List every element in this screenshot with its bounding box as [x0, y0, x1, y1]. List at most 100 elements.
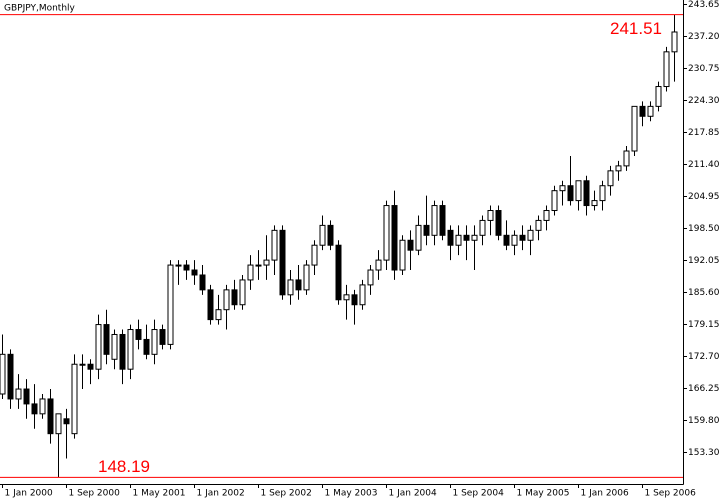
- candle-body: [7, 353, 14, 400]
- candle-body: [583, 180, 590, 207]
- candle-body: [575, 180, 582, 202]
- candle-body: [439, 205, 446, 236]
- candle-body: [599, 185, 606, 202]
- y-tick-label: 172.70: [688, 352, 720, 362]
- y-tick-label: 204.95: [688, 192, 720, 202]
- candle-body: [23, 388, 30, 405]
- candle-body: [255, 264, 262, 267]
- candle-body: [143, 338, 150, 355]
- candle-body: [519, 234, 526, 241]
- y-tick-label: 211.40: [688, 160, 720, 170]
- candle-body: [247, 264, 254, 281]
- candle-body: [303, 264, 310, 291]
- candle-body: [343, 294, 350, 301]
- y-tick-label: 230.75: [688, 64, 720, 74]
- chart-title: GBPJPY,Monthly: [4, 4, 76, 14]
- candle-body: [479, 219, 486, 236]
- candle-body: [287, 279, 294, 296]
- y-tick-label: 224.30: [688, 96, 720, 106]
- candle-body: [423, 224, 430, 236]
- y-tick-label: 153.30: [688, 448, 720, 458]
- candle-body: [55, 413, 62, 435]
- candle-body: [399, 239, 406, 271]
- low-label: 148.19: [98, 457, 150, 476]
- candle-body: [87, 363, 94, 370]
- candle-body: [127, 329, 134, 370]
- candle-body: [375, 259, 382, 271]
- candle-body: [223, 289, 230, 311]
- candle-body: [335, 244, 342, 301]
- x-tick-label: 1 Sep 2004: [453, 489, 505, 499]
- candle-body: [47, 398, 54, 435]
- y-tick-label: 192.05: [688, 256, 720, 266]
- candle-body: [95, 324, 102, 370]
- candle-body: [455, 234, 462, 246]
- candle-body: [591, 200, 598, 207]
- candle-body: [623, 150, 630, 167]
- candle-body: [655, 86, 662, 107]
- candle-body: [607, 170, 614, 187]
- candle-body: [359, 284, 366, 306]
- candle-body: [239, 279, 246, 306]
- candle-body: [63, 418, 70, 425]
- x-tick-label: 1 May 2003: [325, 489, 378, 499]
- candle-body: [567, 185, 574, 202]
- y-tick-label: 159.80: [688, 416, 720, 426]
- y-tick-label: 217.85: [688, 128, 720, 138]
- candle-body: [471, 234, 478, 241]
- candle-body: [527, 229, 534, 241]
- candle-body: [511, 234, 518, 246]
- candle-body: [631, 105, 638, 152]
- candle-body: [487, 210, 494, 221]
- high-label: 241.51: [610, 19, 662, 38]
- candle-body: [183, 264, 190, 271]
- y-tick-label: 185.60: [688, 288, 720, 298]
- candle-body: [551, 190, 558, 212]
- x-tick-label: 1 Sep 2002: [261, 489, 312, 499]
- candle-body: [311, 244, 318, 266]
- candle-body: [79, 363, 86, 366]
- candle-body: [503, 234, 510, 246]
- x-tick-label: 1 Jan 2006: [581, 489, 629, 499]
- candle-body: [431, 205, 438, 236]
- candle-body: [207, 289, 214, 321]
- candle-body: [367, 269, 374, 286]
- x-tick-label: 1 Jan 2002: [197, 489, 245, 499]
- candle-body: [295, 279, 302, 291]
- y-tick-label: 198.50: [688, 224, 720, 234]
- x-tick-label: 1 May 2005: [517, 489, 570, 499]
- candle-body: [135, 329, 142, 340]
- candle-body: [647, 105, 654, 117]
- candle-body: [391, 205, 398, 271]
- candle-body: [559, 185, 566, 192]
- candle-body: [215, 309, 222, 321]
- candle-body: [327, 224, 334, 246]
- x-tick-label: 1 Jan 2004: [389, 489, 437, 499]
- candle-body: [415, 224, 422, 251]
- candle-body: [447, 229, 454, 246]
- y-tick-label: 179.15: [688, 320, 720, 330]
- candle-body: [671, 31, 678, 53]
- candle-body: [383, 205, 390, 261]
- x-tick-label: 1 May 2001: [133, 489, 186, 499]
- candle-body: [279, 229, 286, 296]
- y-tick-label: 166.25: [688, 384, 720, 394]
- candle-body: [407, 239, 414, 251]
- candle-body: [535, 219, 542, 231]
- candle-body: [71, 363, 78, 435]
- candle-body: [495, 210, 502, 236]
- candle-body: [615, 165, 622, 172]
- candle-body: [639, 105, 646, 117]
- candle-body: [231, 289, 238, 306]
- candle-body: [159, 329, 166, 345]
- candle-body: [191, 269, 198, 276]
- candle-body: [319, 224, 326, 246]
- candle-body: [663, 51, 670, 88]
- x-tick-label: 1 Jan 2000: [5, 489, 53, 499]
- candle-body: [167, 264, 174, 345]
- candle-body: [543, 210, 550, 221]
- candle-body: [103, 324, 110, 355]
